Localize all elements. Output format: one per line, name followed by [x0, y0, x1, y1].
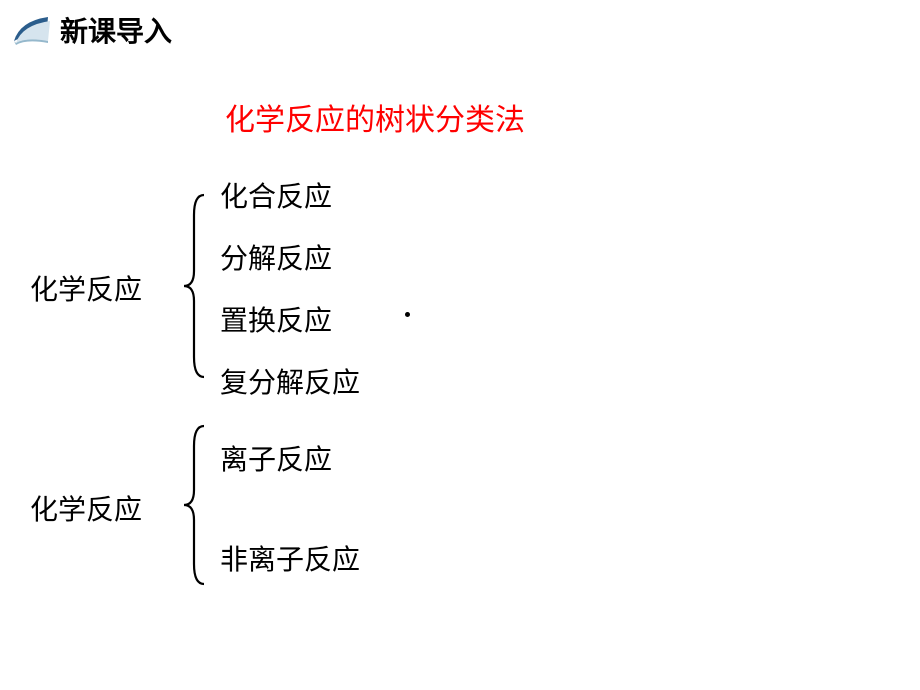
book-page-icon	[10, 11, 52, 49]
items-list-2: 离子反应 非离子反应	[220, 438, 360, 578]
classification-group-1: 化学反应 化合反应 分解反应 置换反应 复分解反应	[30, 175, 360, 401]
classification-group-2: 化学反应 离子反应 非离子反应	[30, 420, 360, 595]
main-title: 化学反应的树状分类法	[225, 95, 525, 139]
header-title: 新课导入	[60, 10, 172, 50]
items-list-1: 化合反应 分解反应 置换反应 复分解反应	[220, 175, 360, 401]
root-label-2: 化学反应	[30, 488, 160, 528]
item-1-1: 分解反应	[220, 237, 360, 277]
root-label-1: 化学反应	[30, 268, 160, 308]
brace-2	[180, 420, 210, 595]
item-2-1: 非离子反应	[220, 538, 360, 578]
brace-1	[180, 191, 210, 386]
item-2-0: 离子反应	[220, 438, 360, 478]
item-1-0: 化合反应	[220, 175, 360, 215]
item-1-3: 复分解反应	[220, 361, 360, 401]
header: 新课导入	[10, 10, 172, 50]
decorative-dot	[405, 312, 410, 317]
item-1-2: 置换反应	[220, 299, 360, 339]
